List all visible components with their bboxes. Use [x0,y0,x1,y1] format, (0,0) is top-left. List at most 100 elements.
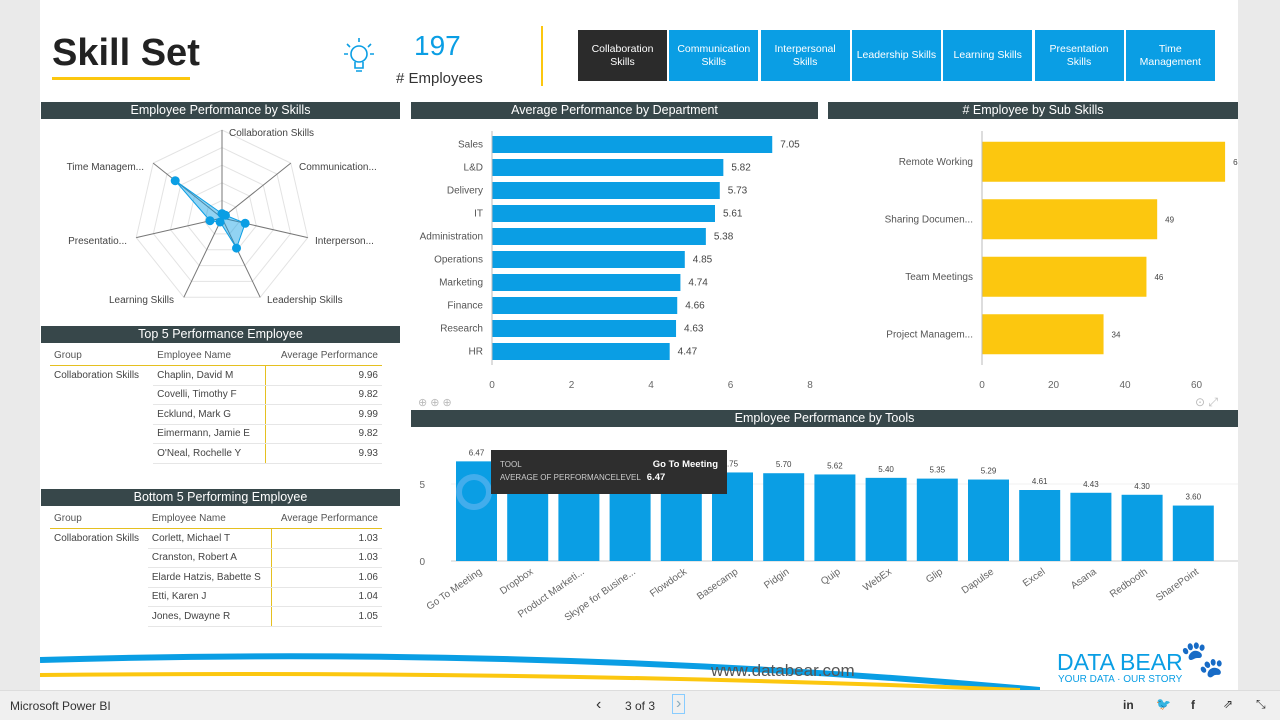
tick-label: 0 [979,380,985,390]
table-row[interactable]: Etti, Karen J 1.04 [50,587,382,607]
category-label: Redbooth [1108,566,1150,600]
top5-table: Group Employee Name Average Performance Col… [50,346,382,464]
group-cell [50,385,153,405]
download-icon[interactable]: ⊙ ⤢ [1195,395,1218,409]
column-header: Employee Name [153,346,266,366]
group-cell [50,405,153,425]
radar-axis-label: Interperson... [315,236,374,247]
share-icon[interactable]: ⇗ [1223,697,1234,711]
data-label: 6.47 [469,448,485,457]
employee-name: Jones, Dwayne R [147,606,272,627]
dept-header: Average Performance by Department [411,102,818,119]
table-row[interactable]: Covelli, Timothy F 9.82 [50,385,382,405]
tab-learning-skills[interactable]: Learning Skills [943,30,1033,81]
tooltip: TOOL Go To Meeting AVERAGE OF PERFORMANCE… [491,450,727,494]
brand-tagline: YOUR DATA · OUR STORY [1058,674,1183,685]
radar-axis-label: Presentatio... [68,236,127,247]
employee-name: O'Neal, Rochelle Y [153,443,266,464]
bar [492,182,720,199]
paw-icon: 🐾 [1180,638,1225,679]
category-label: Asana [1069,566,1099,592]
table-row[interactable]: Jones, Dwayne R 1.05 [50,606,382,627]
bar [916,478,958,561]
radar-grid [204,199,240,235]
tab-collaboration-skills[interactable]: Collaboration Skills [578,30,667,81]
data-label: 4.63 [684,324,704,335]
bar [865,477,907,561]
data-label: 5.35 [930,466,946,475]
data-label: 46 [1154,273,1163,282]
table-row[interactable]: Elarde Hatzis, Babette S 1.06 [50,567,382,588]
category-label: L&D [464,163,483,174]
tab-interpersonal-skills[interactable]: Interpersonal Skills [760,30,850,81]
bar [492,320,677,337]
category-label: Glip [924,566,945,585]
category-label: Sales [458,140,483,151]
tab-leadership-skills[interactable]: Leadership Skills [851,30,941,81]
fullscreen-icon[interactable]: ⤡ [1256,697,1266,711]
bar [982,141,1226,182]
top5-header: Top 5 Performance Employee [41,326,400,343]
bar [492,136,773,153]
tab-time-management[interactable]: Time Management [1125,30,1215,81]
brand-name: DATA BEAR [1057,649,1183,675]
table-row[interactable]: Collaboration Skills Chaplin, David M 9.96 [50,365,382,386]
linkedin-icon[interactable]: in [1123,698,1134,712]
tab-communication-skills[interactable]: Communication Skills [669,30,759,81]
bar [1121,494,1163,561]
click-highlight [456,474,492,510]
prev-page-button[interactable]: ‹ [596,696,602,713]
radar-point [215,217,225,227]
table-row[interactable]: Cranston, Robert A 1.03 [50,548,382,568]
tick-label: 0 [489,380,495,390]
next-page-button[interactable]: › [672,694,686,714]
bar [982,199,1158,240]
data-label: 3.60 [1186,493,1202,502]
radar-axis [152,162,223,219]
data-label: 5.38 [714,232,734,243]
website-link[interactable]: www.databear.com [711,661,855,680]
tab-presentation-skills[interactable]: Presentation Skills [1034,30,1124,81]
category-label: Dapulse [960,566,997,596]
tools-header: Employee Performance by Tools [411,410,1238,427]
bar [968,479,1009,561]
employee-name: Ecklund, Mark G [153,404,266,425]
bar [1172,505,1214,561]
table-row[interactable]: Collaboration Skills Corlett, Michael T 1.… [50,528,382,549]
category-label: Team Meetings [905,272,973,283]
radar-axis-label: Leadership Skills [267,295,343,306]
table-row[interactable]: Eimermann, Jamie E 9.82 [50,424,382,444]
bar [492,274,681,291]
data-label: 68 [1233,158,1238,167]
twitter-icon[interactable]: 🐦 [1156,697,1171,711]
radar-area [174,180,246,250]
subskills-chart: Remote Working 68 Sharing Documen... 49 Team… [885,131,1238,390]
bar [492,228,706,245]
facebook-icon[interactable]: f [1191,698,1195,712]
table-header-row: Group Employee Name Average Performance [50,509,382,529]
tick-label: 6 [728,380,734,390]
category-label: WebEx [861,566,894,593]
tick-label: 2 [569,380,575,390]
radar-axis-label: Time Managem... [67,162,144,173]
data-label: 49 [1165,215,1174,224]
table-header-row: Group Employee Name Average Performance [50,346,382,366]
group-cell [50,607,148,627]
subskills-header: # Employee by Sub Skills [828,102,1238,119]
radar-point [232,243,242,253]
radar-axis-label: Communication... [299,162,377,173]
employee-name: Corlett, Michael T [147,528,272,549]
table-row[interactable]: Ecklund, Mark G 9.99 [50,404,382,425]
radar-chart: Collaboration Skills Communication... Inte… [67,128,377,306]
footer-bar: Microsoft Power BI ‹ 3 of 3 › in 🐦 f ⇗ ⤡ [0,690,1280,720]
table-row[interactable]: O'Neal, Rochelle Y 9.93 [50,443,382,464]
data-label: 4.47 [678,347,698,358]
employee-name: Eimermann, Jamie E [153,424,266,444]
radar-grid [152,147,292,282]
radar-axis-label: Learning Skills [109,295,174,306]
employee-name: Covelli, Timothy F [153,385,266,405]
bar [492,251,685,268]
category-label: Remote Working [899,157,973,168]
data-label: 4.30 [1134,482,1150,491]
drill-icons[interactable]: ⊕ ⊕ ⊕ [418,397,452,409]
